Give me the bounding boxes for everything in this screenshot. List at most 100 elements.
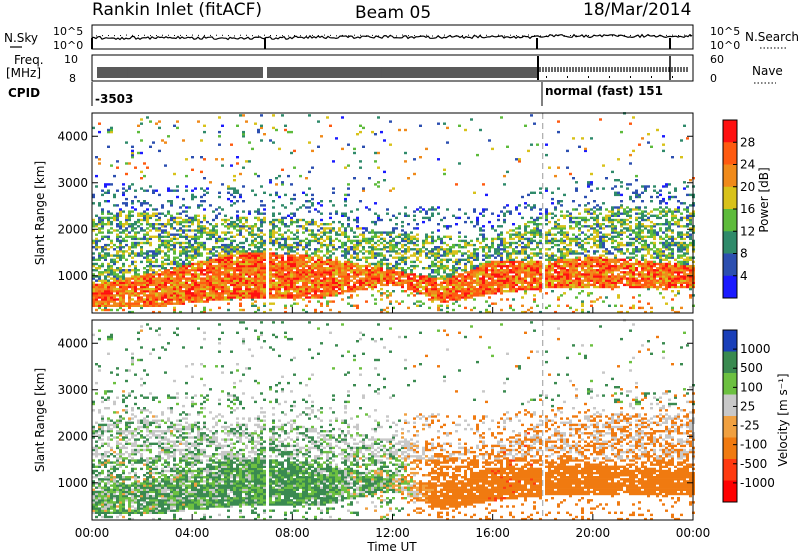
power-cell (206, 298, 209, 301)
power-cell (212, 269, 215, 272)
power-cell (341, 223, 344, 226)
power-cell (227, 191, 230, 194)
power-cell (161, 223, 164, 226)
power-cell (233, 250, 236, 253)
power-cell (248, 271, 251, 274)
power-cell (314, 248, 317, 251)
power-cell (437, 223, 440, 226)
power-cell (443, 290, 446, 293)
power-cell (242, 267, 245, 270)
power-cell (263, 254, 266, 257)
power-cell (410, 231, 413, 234)
power-cell (194, 296, 197, 299)
power-cell (263, 275, 266, 278)
power-cell (452, 260, 455, 264)
power-cell (539, 235, 542, 238)
power-cell (332, 264, 335, 268)
power-cell (482, 285, 485, 289)
power-cell (278, 279, 281, 282)
power-cell (263, 304, 266, 307)
power-cell (476, 267, 479, 270)
nsearch-dot (354, 34, 355, 36)
power-cell (260, 246, 263, 249)
power-cell (341, 116, 344, 119)
power-cell (233, 273, 236, 276)
power-cell (296, 290, 299, 293)
power-cell (206, 260, 209, 264)
power-cell (503, 243, 506, 247)
power-cell (116, 225, 119, 228)
power-cell (230, 273, 233, 276)
power-cell (197, 277, 200, 280)
power-cell (224, 252, 227, 255)
power-cell (260, 269, 263, 272)
power-cell (119, 281, 122, 284)
power-cell (146, 216, 149, 220)
power-cell (176, 241, 179, 245)
power-cell (248, 252, 251, 255)
power-cell (458, 162, 461, 165)
power-cell (239, 250, 242, 253)
power-cell (476, 292, 479, 295)
power-cell (485, 279, 488, 282)
power-cell (521, 281, 524, 284)
power-cell (167, 200, 170, 203)
power-cell (482, 277, 485, 280)
power-cell (431, 260, 434, 264)
power-cell (464, 246, 467, 249)
power-cell (257, 130, 260, 134)
power-cell (395, 227, 398, 230)
power-cell (524, 227, 527, 230)
power-cell (521, 269, 524, 272)
power-cell (194, 283, 197, 287)
power-cell (464, 277, 467, 280)
power-cell (281, 271, 284, 274)
power-cell (443, 250, 446, 253)
power-cell (449, 237, 452, 241)
power-cell (410, 277, 413, 280)
power-cell (377, 267, 380, 270)
power-cell (146, 275, 149, 278)
power-cell (374, 302, 377, 305)
power-cell (371, 252, 374, 255)
power-cell (122, 275, 125, 278)
power-cell (218, 254, 221, 257)
power-cell (164, 285, 167, 289)
power-cell (530, 258, 533, 261)
power-cell (110, 290, 113, 293)
power-cell (275, 231, 278, 234)
power-cell (269, 275, 272, 278)
power-cell (134, 220, 137, 224)
power-cell (215, 292, 218, 295)
power-cell (482, 290, 485, 293)
power-cell (461, 294, 464, 297)
power-cell (194, 233, 197, 236)
power-cell (314, 281, 317, 284)
power-cell (317, 273, 320, 276)
power-cell (152, 275, 155, 278)
power-cell (263, 252, 266, 255)
power-cell (491, 147, 494, 151)
power-cell (239, 269, 242, 272)
power-cell (494, 273, 497, 276)
power-cell (296, 225, 299, 228)
power-cell (491, 246, 494, 249)
power-cell (494, 267, 497, 270)
power-cell (185, 250, 188, 253)
power-cell (194, 304, 197, 307)
power-cell (239, 271, 242, 274)
power-cell (287, 273, 290, 276)
power-cell (419, 283, 422, 287)
power-cell (212, 252, 215, 255)
power-cell (239, 287, 242, 291)
power-cell (248, 225, 251, 228)
power-cell (332, 191, 335, 194)
power-cell (377, 248, 380, 251)
power-cell (107, 275, 110, 278)
power-cell (455, 260, 458, 264)
power-cell (170, 273, 173, 276)
power-cell (263, 290, 266, 293)
power-cell (470, 220, 473, 224)
power-cell (113, 262, 116, 266)
power-cell (401, 275, 404, 278)
